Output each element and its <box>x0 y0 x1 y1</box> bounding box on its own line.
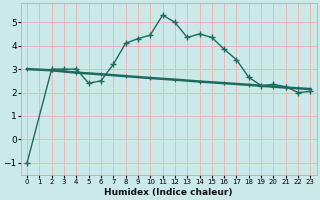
X-axis label: Humidex (Indice chaleur): Humidex (Indice chaleur) <box>104 188 233 197</box>
